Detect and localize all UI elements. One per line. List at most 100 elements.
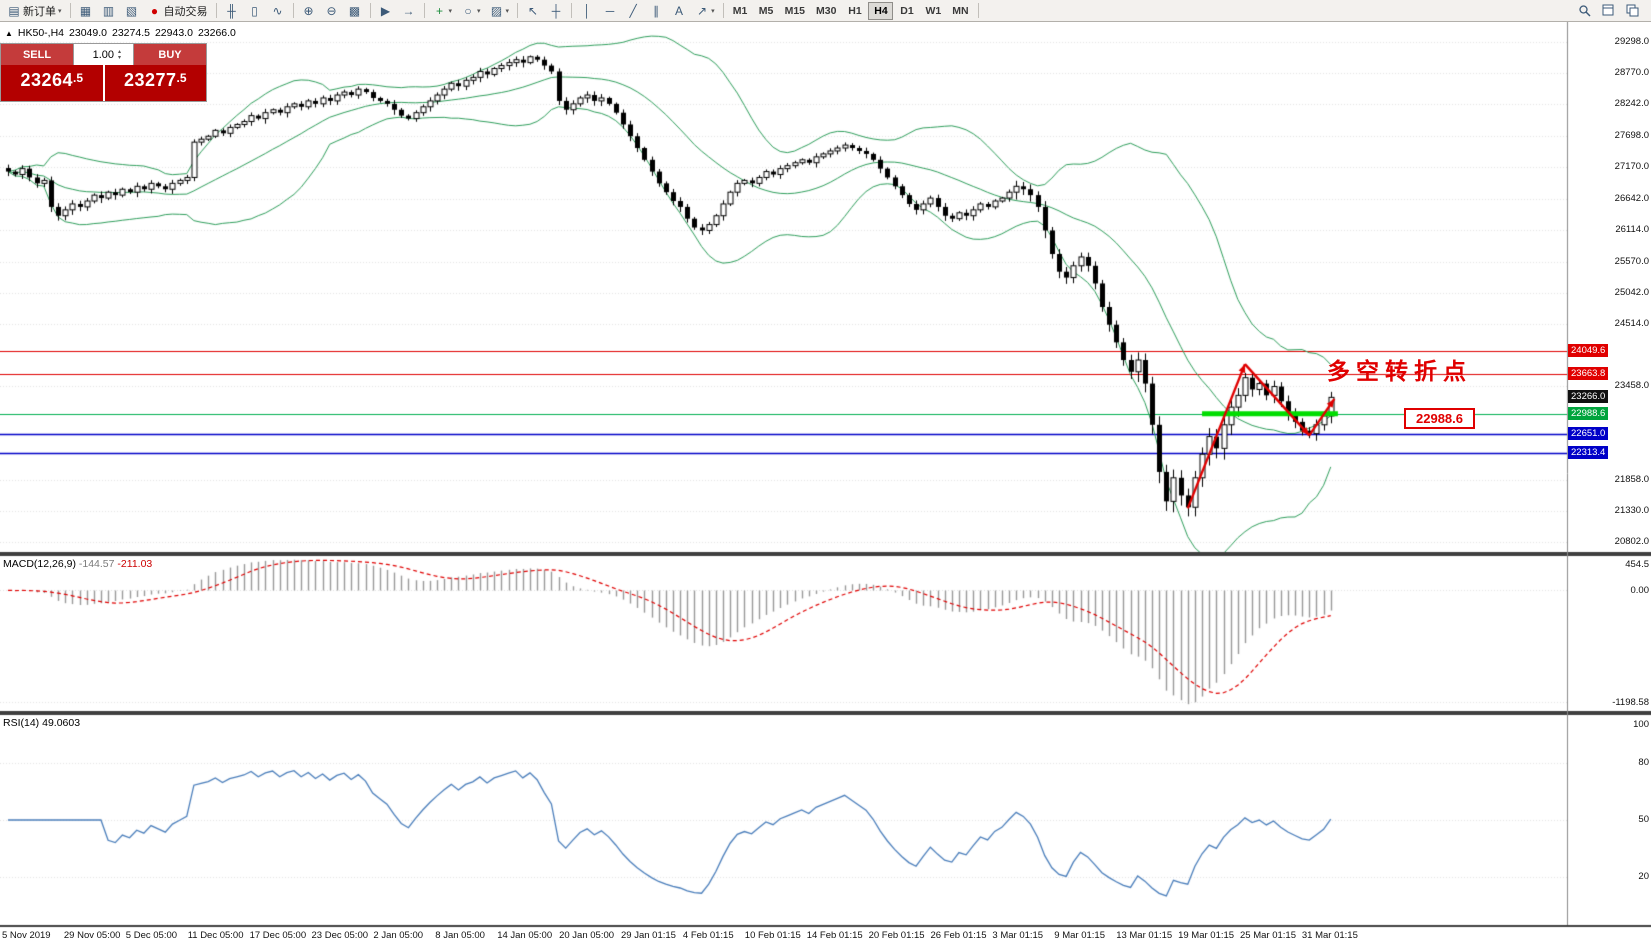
trade-panel-header-row: SELL ▴ ▾ BUY bbox=[1, 44, 206, 65]
tile-windows-button[interactable]: ▩ bbox=[344, 1, 366, 21]
macd-value-signal: -211.03 bbox=[117, 558, 153, 570]
sell-price-button[interactable]: 23264 .5 bbox=[1, 65, 103, 101]
zoom-out-button[interactable]: ⊖ bbox=[321, 1, 343, 21]
macd-header: MACD(12,26,9) -144.57 -211.03 bbox=[3, 558, 152, 570]
text-tool-button[interactable]: A bbox=[668, 1, 690, 21]
horizontal-line-icon: ─ bbox=[605, 3, 615, 18]
timeframe-m1[interactable]: M1 bbox=[728, 2, 753, 20]
search-button[interactable] bbox=[1574, 1, 1595, 21]
crosshair-icon: ┼ bbox=[551, 3, 561, 18]
toolbar-separator bbox=[571, 3, 573, 18]
vertical-line-icon: │ bbox=[583, 3, 591, 18]
chart-shift-icon: → bbox=[402, 3, 415, 18]
channel-button[interactable]: ∥ bbox=[645, 1, 667, 21]
indicators-button[interactable]: + ▾ bbox=[429, 1, 457, 21]
autotrading-button-label: 自动交易 bbox=[163, 5, 208, 18]
time-axis-label: 8 Jan 05:00 bbox=[435, 930, 485, 941]
market-watch-icon: ▦ bbox=[79, 3, 92, 18]
timeframe-m15[interactable]: M15 bbox=[780, 2, 810, 20]
arrow-tool-icon: ↗ bbox=[697, 3, 708, 18]
market-watch-button[interactable]: ▦ bbox=[75, 1, 97, 21]
templates-button[interactable]: ▨ ▾ bbox=[486, 1, 514, 21]
turning-point-annotation[interactable]: 多空转折点 bbox=[1327, 358, 1472, 384]
cascade-windows-button[interactable] bbox=[1622, 1, 1643, 21]
new-order-button[interactable]: ▤ 新订单 ▾ bbox=[3, 1, 66, 21]
buy-button[interactable]: BUY bbox=[134, 44, 206, 65]
periods-button[interactable]: ○ ▾ bbox=[457, 1, 485, 21]
time-axis-label: 31 Mar 01:15 bbox=[1301, 930, 1358, 941]
toolbar-separator bbox=[215, 3, 217, 18]
data-window-icon: ▥ bbox=[102, 3, 115, 18]
price-tag-label[interactable]: 22988.6 bbox=[1404, 408, 1475, 429]
auto-scroll-button[interactable]: ▶ bbox=[375, 1, 397, 21]
time-axis-label: 29 Nov 05:00 bbox=[63, 930, 121, 941]
templates-icon: ▨ bbox=[490, 3, 503, 18]
time-axis-label: 5 Dec 05:00 bbox=[125, 930, 178, 941]
toolbar: ▤ 新订单 ▾ ▦ ▥ ▧ ● 自动交易 ╫ ▯ ∿ ⊕ ⊖ ▩ ▶ → + ▾ ○ ▾ ▨ ▾ ↖ ┼ │ ─ ╱ ∥ A ↗ ▾ M1 M5… bbox=[0, 0, 1651, 22]
timeframe-h4[interactable]: H4 bbox=[868, 1, 894, 20]
symbol-open: 23049.0 bbox=[69, 27, 107, 39]
new-order-icon: ▤ bbox=[8, 3, 20, 18]
time-axis-label: 23 Dec 05:00 bbox=[311, 930, 369, 941]
horizontal-line-button[interactable]: ─ bbox=[599, 1, 621, 21]
crosshair-button[interactable]: ┼ bbox=[545, 1, 567, 21]
rsi-value: 49.0603 bbox=[42, 717, 81, 729]
toolbar-separator bbox=[369, 3, 371, 18]
timeframe-m30[interactable]: M30 bbox=[811, 2, 841, 20]
volume-input[interactable] bbox=[74, 44, 116, 65]
time-axis-label: 14 Feb 01:15 bbox=[806, 930, 863, 941]
time-axis-label: 3 Mar 01:15 bbox=[992, 930, 1044, 941]
time-axis[interactable]: 5 Nov 2019 29 Nov 05:00 5 Dec 05:00 11 Dec … bbox=[0, 929, 1651, 944]
time-axis-label: 26 Feb 01:15 bbox=[930, 930, 987, 941]
time-axis-label: 4 Feb 01:15 bbox=[682, 930, 734, 941]
vertical-line-button[interactable]: │ bbox=[576, 1, 598, 21]
spin-down-icon[interactable]: ▾ bbox=[118, 54, 122, 61]
symbol-low: 22943.0 bbox=[154, 27, 193, 39]
cascade-windows-icon bbox=[1626, 4, 1639, 17]
trade-panel-price-row: 23264 .5 23277 .5 bbox=[1, 65, 206, 101]
timeframe-h1[interactable]: H1 bbox=[842, 2, 867, 20]
toolbar-items: ▤ 新订单 ▾ ▦ ▥ ▧ ● 自动交易 ╫ ▯ ∿ ⊕ ⊖ ▩ ▶ → + ▾ ○ ▾ ▨ ▾ ↖ ┼ │ ─ ╱ ∥ A ↗ ▾ M1 M5… bbox=[3, 1, 982, 21]
new-window-icon bbox=[1602, 4, 1614, 16]
sell-price-main: 23264 bbox=[20, 70, 74, 90]
volume-stepper[interactable]: ▴ ▾ bbox=[73, 44, 134, 65]
timeframe-mn[interactable]: MN bbox=[947, 2, 973, 20]
chart-shift-button[interactable]: → bbox=[398, 1, 420, 21]
one-click-trading-panel: SELL ▴ ▾ BUY 23264 .5 23277 .5 bbox=[0, 43, 207, 102]
dropdown-caret-icon: ▾ bbox=[711, 7, 715, 15]
buy-price-button[interactable]: 23277 .5 bbox=[104, 65, 206, 101]
sell-button[interactable]: SELL bbox=[1, 44, 73, 65]
trendline-icon: ╱ bbox=[629, 3, 637, 18]
zoom-out-icon: ⊖ bbox=[326, 3, 337, 18]
toolbar-right bbox=[1574, 1, 1648, 21]
bar-chart-icon: ╫ bbox=[227, 3, 236, 18]
symbol-name: HK50-,H4 bbox=[17, 27, 65, 39]
cursor-button[interactable]: ↖ bbox=[522, 1, 544, 21]
new-order-button-label: 新订单 bbox=[23, 5, 56, 18]
spin-up-icon[interactable]: ▴ bbox=[118, 48, 122, 55]
navigator-icon: ▧ bbox=[125, 3, 138, 18]
macd-name: MACD(12,26,9) bbox=[3, 558, 76, 570]
time-axis-label: 20 Feb 01:15 bbox=[868, 930, 925, 941]
rsi-name: RSI(14) bbox=[3, 717, 40, 729]
volume-spinner[interactable]: ▴ ▾ bbox=[116, 49, 123, 61]
autotrading-button[interactable]: ● 自动交易 bbox=[144, 1, 212, 21]
time-axis-label: 2 Jan 05:00 bbox=[373, 930, 424, 941]
navigator-button[interactable]: ▧ bbox=[121, 1, 143, 21]
toolbar-separator bbox=[292, 3, 294, 18]
bar-chart-button[interactable]: ╫ bbox=[221, 1, 243, 21]
data-window-button[interactable]: ▥ bbox=[98, 1, 120, 21]
zoom-in-button[interactable]: ⊕ bbox=[298, 1, 320, 21]
buy-price-frac: .5 bbox=[176, 71, 187, 85]
new-window-button[interactable] bbox=[1598, 1, 1619, 21]
line-chart-button[interactable]: ∿ bbox=[267, 1, 289, 21]
indicators-icon: + bbox=[436, 3, 444, 18]
timeframe-w1[interactable]: W1 bbox=[920, 2, 946, 20]
candlestick-chart-button[interactable]: ▯ bbox=[244, 1, 266, 21]
trendline-button[interactable]: ╱ bbox=[622, 1, 644, 21]
arrow-tool-button[interactable]: ↗ ▾ bbox=[691, 1, 719, 21]
timeframe-m5[interactable]: M5 bbox=[754, 2, 779, 20]
autotrading-icon: ● bbox=[150, 3, 159, 18]
timeframe-d1[interactable]: D1 bbox=[894, 2, 919, 20]
